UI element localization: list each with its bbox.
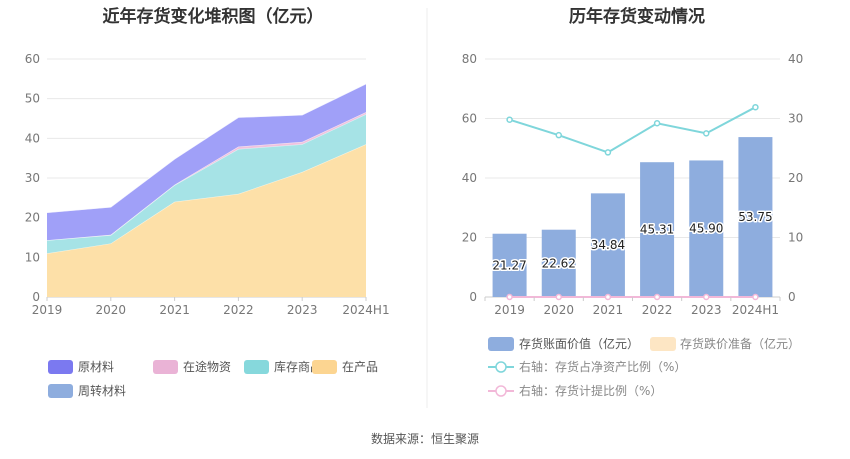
bar-data-label: 45.90 bbox=[689, 222, 723, 236]
right-y-tick: 20 bbox=[462, 231, 477, 245]
legend-swatch bbox=[153, 360, 178, 374]
bar-存货账面价值 bbox=[689, 160, 724, 297]
right-x-tick: 2020 bbox=[543, 303, 574, 317]
area-在途物资 bbox=[47, 112, 366, 241]
right-chart-title: 历年存货变动情况 bbox=[569, 6, 705, 27]
left-chart-title: 近年存货变化堆积图（亿元） bbox=[103, 6, 324, 27]
area-库存商品 bbox=[47, 114, 366, 254]
left-y-tick: 0 bbox=[32, 290, 40, 304]
left-y-tick: 20 bbox=[25, 211, 40, 225]
right-y2-tick: 30 bbox=[788, 112, 803, 126]
bar-data-label: 53.75 bbox=[738, 210, 772, 224]
left-y-tick: 30 bbox=[25, 171, 40, 185]
right-legend: 存货账面价值（亿元） 存货跌价准备（亿元） 右轴：存货占净资产比例（%） 右轴：存货计… bbox=[488, 336, 800, 398]
line-point bbox=[703, 293, 710, 301]
right-x-tick: 2022 bbox=[642, 303, 673, 317]
bar-data-label: 22.62 bbox=[542, 256, 576, 270]
right-y2-tick: 10 bbox=[788, 231, 803, 245]
legend-label: 原材料 bbox=[78, 360, 114, 374]
legend-label: 在产品 bbox=[342, 360, 378, 374]
right-right-axis-ticks: 0 10 20 30 40 bbox=[788, 52, 803, 304]
left-x-tick: 2019 bbox=[32, 303, 63, 317]
area-edge bbox=[46, 83, 367, 214]
right-x-tick-labels: 2019 2020 2021 2022 2023 2024H1 bbox=[484, 297, 781, 317]
line-point bbox=[555, 293, 562, 301]
right-data-labels: 21.27 22.62 34.84 45.31 45.90 53.75 bbox=[491, 209, 774, 274]
right-x-tick: 2024H1 bbox=[732, 303, 779, 317]
left-areas bbox=[46, 83, 367, 297]
right-y-tick: 80 bbox=[462, 52, 477, 66]
left-y-tick-labels: 0 10 20 30 40 50 60 bbox=[25, 52, 40, 304]
left-x-tick: 2020 bbox=[96, 303, 127, 317]
right-left-axis-ticks: 0 20 40 60 80 bbox=[462, 52, 477, 304]
legend-label: 右轴：存货计提比例（%） bbox=[519, 383, 662, 398]
line-point bbox=[604, 149, 612, 156]
line-point bbox=[752, 103, 759, 111]
right-grid bbox=[485, 58, 780, 298]
left-x-tick: 2022 bbox=[223, 303, 254, 317]
area-在产品 bbox=[47, 144, 366, 297]
line-point bbox=[604, 293, 612, 301]
line-右轴：存货占净资产比例（%） bbox=[509, 106, 756, 154]
stacked-area-chart: 近年存货变化堆积图（亿元） 0 10 20 30 40 50 60 2019 2020 2021… bbox=[25, 6, 390, 398]
left-y-tick: 10 bbox=[25, 250, 40, 264]
right-y2-tick: 40 bbox=[788, 52, 803, 66]
left-x-tick: 2023 bbox=[287, 303, 318, 317]
right-y-tick: 0 bbox=[469, 290, 477, 304]
left-x-tick-labels: 2019 2020 2021 2022 2023 2024H1 bbox=[32, 297, 390, 317]
right-y-tick: 60 bbox=[462, 112, 477, 126]
legend-swatch bbox=[650, 337, 676, 351]
left-x-tick: 2024H1 bbox=[342, 303, 389, 317]
bar-存货账面价值 bbox=[590, 193, 625, 297]
right-bars bbox=[492, 137, 773, 297]
area-原材料 bbox=[47, 83, 366, 241]
left-y-tick: 40 bbox=[25, 131, 40, 145]
legend-swatch bbox=[488, 337, 514, 351]
line-point bbox=[555, 131, 562, 139]
right-x-tick: 2023 bbox=[691, 303, 722, 317]
line-point bbox=[506, 293, 513, 301]
line-point bbox=[703, 130, 710, 137]
left-y-tick: 50 bbox=[25, 92, 40, 106]
left-y-tick: 60 bbox=[25, 52, 40, 66]
legend-label: 存货跌价准备（亿元） bbox=[680, 336, 800, 351]
legend-label: 存货账面价值（亿元） bbox=[519, 336, 639, 351]
bar-存货账面价值 bbox=[738, 137, 773, 297]
legend-swatch bbox=[312, 360, 337, 374]
legend-label: 周转材料 bbox=[78, 383, 126, 398]
line-point bbox=[653, 120, 661, 127]
line-point bbox=[752, 293, 759, 301]
legend-marker bbox=[495, 385, 507, 397]
legend-swatch bbox=[48, 384, 73, 398]
bar-data-label: 21.27 bbox=[492, 258, 526, 272]
legend-label: 库存商品 bbox=[274, 359, 322, 374]
right-y-tick: 40 bbox=[462, 171, 477, 185]
line-point bbox=[653, 293, 661, 301]
right-y2-tick: 0 bbox=[788, 290, 796, 304]
source-note: 数据来源：恒生聚源 bbox=[371, 431, 479, 446]
bar-data-label: 45.31 bbox=[640, 223, 674, 237]
right-x-tick: 2021 bbox=[593, 303, 624, 317]
bar-存货账面价值 bbox=[640, 162, 675, 297]
bar-存货账面价值 bbox=[541, 229, 576, 297]
legend-swatch bbox=[48, 360, 73, 374]
legend-label: 在途物资 bbox=[183, 359, 231, 374]
legend-swatch bbox=[244, 360, 269, 374]
left-x-tick: 2021 bbox=[159, 303, 190, 317]
right-y2-tick: 20 bbox=[788, 171, 803, 185]
line-point bbox=[506, 116, 513, 123]
bar-data-label: 34.84 bbox=[591, 238, 625, 252]
legend-marker bbox=[495, 361, 507, 373]
legend-label: 右轴：存货占净资产比例（%） bbox=[519, 359, 686, 374]
bar-存货账面价值 bbox=[492, 233, 527, 297]
right-x-tick: 2019 bbox=[494, 303, 525, 317]
